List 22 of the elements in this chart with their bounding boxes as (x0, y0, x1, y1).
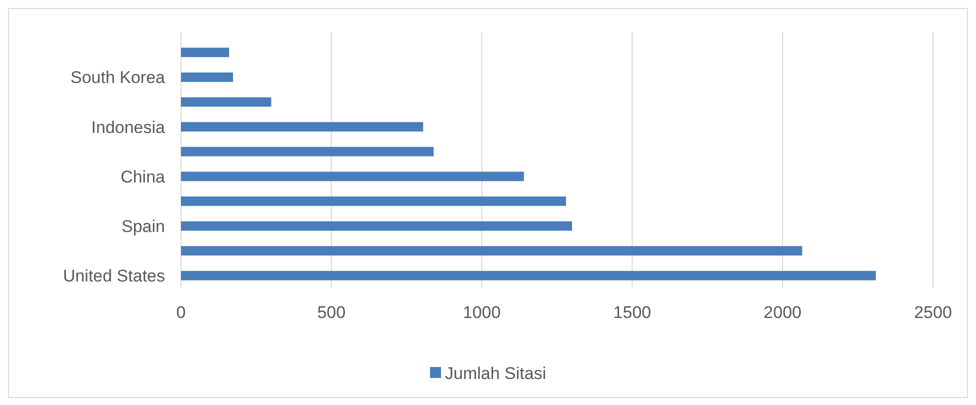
x-tick-label: 500 (317, 303, 346, 322)
bar (181, 172, 524, 182)
bar (181, 97, 272, 107)
bar (181, 196, 566, 206)
x-tick-label: 0 (176, 303, 186, 322)
bar (181, 122, 424, 132)
y-tick-label: Spain (122, 216, 165, 236)
y-tick-label: China (120, 167, 166, 186)
bar (181, 48, 230, 58)
legend-label: Jumlah Sitasi (445, 364, 546, 383)
x-tick-label: 2000 (764, 303, 802, 322)
bar (181, 270, 876, 280)
y-tick-label: South Korea (70, 68, 166, 88)
x-tick-label: 1000 (462, 303, 501, 322)
y-tick-label: Indonesia (91, 118, 166, 137)
y-tick-label: United States (62, 266, 165, 286)
bar (181, 246, 802, 256)
x-tick-label: 1500 (613, 303, 652, 322)
bar (181, 146, 434, 156)
x-tick-label: 2500 (914, 303, 952, 322)
bar (181, 221, 572, 231)
bar (181, 72, 234, 82)
